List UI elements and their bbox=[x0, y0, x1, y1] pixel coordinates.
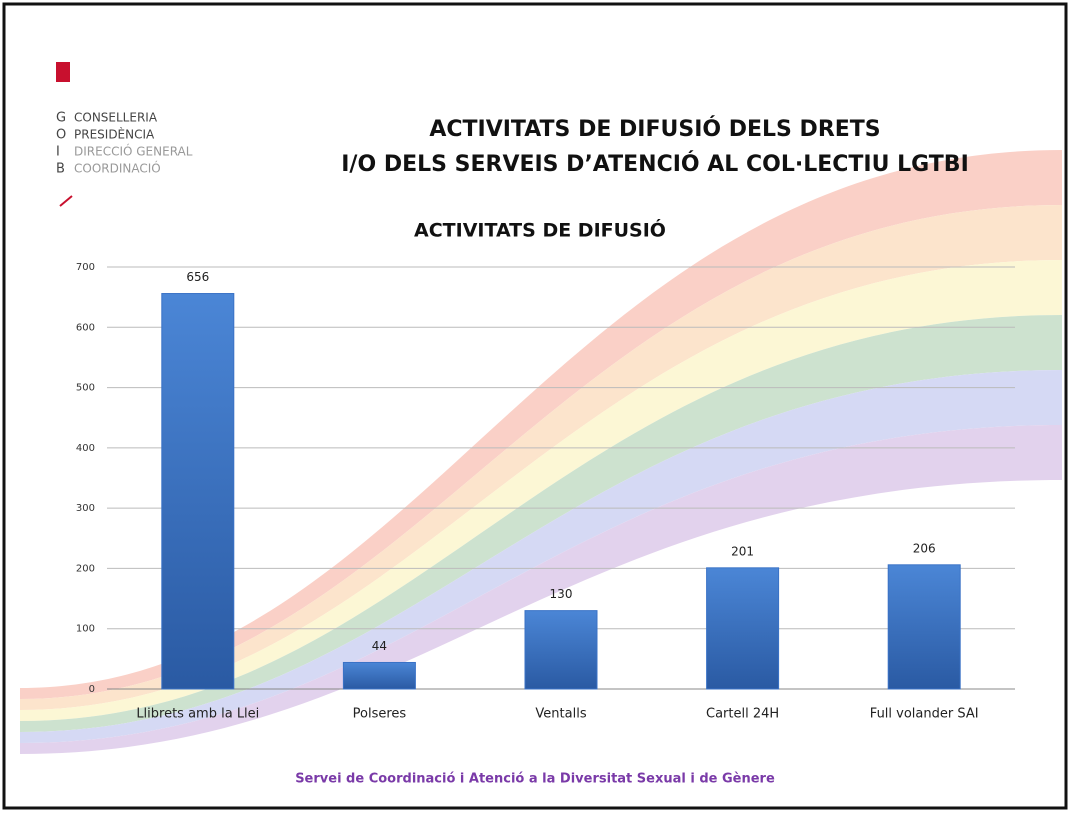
y-tick-label: 400 bbox=[76, 443, 95, 454]
y-tick-label: 200 bbox=[76, 563, 95, 574]
logo-letter: B bbox=[56, 162, 65, 177]
y-tick-label: 100 bbox=[76, 624, 95, 635]
logo-line: DIRECCIÓ GENERAL bbox=[74, 144, 193, 159]
logo-line: PRESIDÈNCIA bbox=[74, 127, 155, 142]
bar bbox=[887, 564, 961, 690]
data-label: 206 bbox=[913, 541, 936, 555]
logo-stroke bbox=[59, 195, 73, 207]
logo-line: COORDINACIÓ bbox=[74, 161, 161, 176]
logo-letter: I bbox=[56, 145, 60, 160]
chart-title: ACTIVITATS DE DIFUSIÓ bbox=[414, 218, 666, 242]
data-label: 201 bbox=[731, 544, 754, 558]
data-label: 130 bbox=[550, 587, 573, 601]
logo-line: CONSELLERIA bbox=[74, 111, 158, 125]
slide-title: ACTIVITATS DE DIFUSIÓ DELS DRETS bbox=[429, 116, 880, 142]
y-tick-label: 0 bbox=[89, 684, 95, 695]
rainbow bbox=[20, 150, 1062, 754]
slide-title: I/O DELS SERVEIS D’ATENCIÓ AL COL·LECTIU… bbox=[341, 151, 969, 177]
footer: Servei de Coordinació i Atenció a la Div… bbox=[295, 772, 775, 787]
bar bbox=[342, 661, 416, 690]
y-tick-label: 600 bbox=[76, 322, 95, 333]
x-tick-label: Ventalls bbox=[535, 707, 586, 722]
x-tick-label: Cartell 24H bbox=[706, 707, 779, 722]
x-tick-label: Full volander SAI bbox=[870, 707, 979, 722]
bar bbox=[161, 293, 235, 690]
y-tick-label: 300 bbox=[76, 503, 95, 514]
x-tick-label: Llibrets amb la Llei bbox=[136, 707, 259, 722]
data-label: 44 bbox=[372, 639, 387, 653]
logo: G O I B CONSELLERIA PRESIDÈNCIA DIRECCIÓ… bbox=[56, 62, 193, 207]
logo-letter: G bbox=[56, 111, 66, 126]
data-label: 656 bbox=[186, 270, 209, 284]
logo-emblem bbox=[56, 62, 70, 82]
y-tick-label: 500 bbox=[76, 383, 95, 394]
y-tick-label: 700 bbox=[76, 262, 95, 273]
logo-letter: O bbox=[56, 128, 66, 143]
bar bbox=[706, 567, 780, 690]
bar bbox=[524, 610, 598, 690]
x-tick-label: Polseres bbox=[353, 707, 407, 722]
